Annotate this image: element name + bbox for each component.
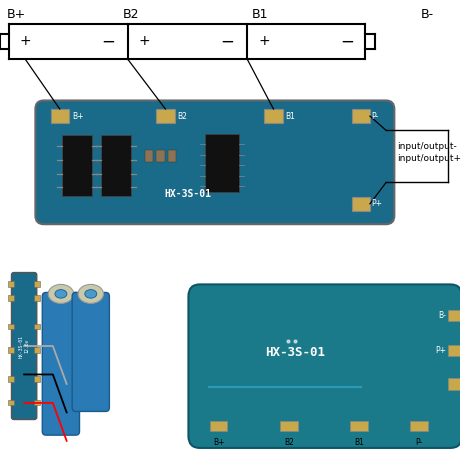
Text: +: + [139,35,151,48]
Text: B2: B2 [123,9,139,21]
Text: HX-3S-01: HX-3S-01 [265,346,325,359]
FancyBboxPatch shape [11,273,37,419]
Ellipse shape [85,290,97,298]
Text: B+: B+ [213,438,224,447]
Text: B1: B1 [251,9,268,21]
Bar [8,281,14,287]
Text: P-: P- [415,438,423,447]
Text: input/output-: input/output- [398,143,457,151]
FancyBboxPatch shape [189,284,462,448]
FancyBboxPatch shape [42,292,80,435]
Bar [35,324,40,329]
Ellipse shape [55,290,67,298]
Text: HX-3S-01
12.6v: HX-3S-01 12.6v [19,335,29,357]
Ellipse shape [78,284,103,303]
Bar [8,347,14,353]
Bar [8,376,14,382]
Bar [156,150,164,162]
Bar [350,421,368,431]
Bar [8,324,14,329]
Text: B1: B1 [354,438,364,447]
Bar [35,347,40,353]
Bar [204,134,239,192]
Bar [352,197,370,211]
Bar [280,421,298,431]
FancyBboxPatch shape [72,292,109,411]
Bar [35,376,40,382]
Bar [35,295,40,301]
Ellipse shape [48,284,73,303]
Bar [35,400,40,405]
Text: P+: P+ [371,200,382,208]
Bar [264,109,283,123]
Text: HX-3S-01: HX-3S-01 [164,189,211,200]
FancyBboxPatch shape [36,100,394,224]
Text: B2: B2 [177,112,187,120]
Bar [145,150,153,162]
Text: P+: P+ [435,346,446,355]
Text: P-: P- [371,112,378,120]
Bar [62,135,92,197]
Bar [35,281,40,287]
Bar [8,400,14,405]
Bar [51,109,69,123]
Bar [156,109,174,123]
Bar [448,310,463,321]
Text: −: − [220,33,235,50]
Text: B-: B- [438,311,446,320]
Text: +: + [19,35,31,48]
Text: input/output+: input/output+ [398,155,462,163]
Text: B+: B+ [72,112,83,120]
Text: +: + [258,35,270,48]
Text: B+: B+ [7,9,26,21]
Text: −: − [101,33,115,50]
Bar [448,378,463,390]
Bar [410,421,428,431]
Bar [210,421,228,431]
Text: −: − [340,33,354,50]
Bar [168,150,176,162]
Text: B-: B- [421,9,434,21]
Bar [448,345,463,356]
Text: B1: B1 [285,112,295,120]
Bar [352,109,370,123]
Bar [8,295,14,301]
Text: B2: B2 [284,438,294,447]
Bar [101,135,131,197]
